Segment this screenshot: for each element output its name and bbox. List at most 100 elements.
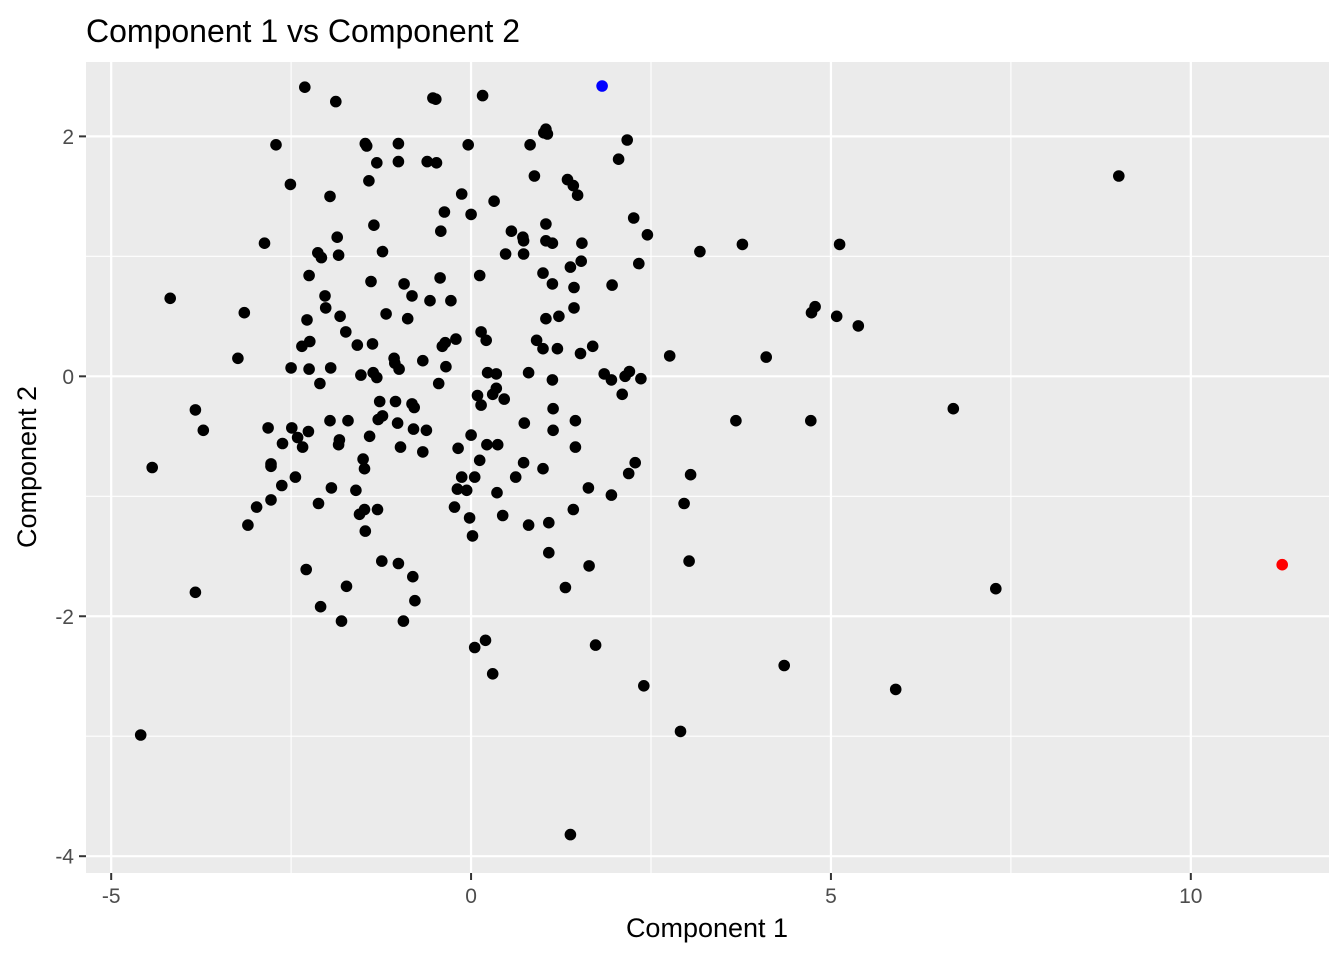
data-point — [569, 414, 582, 427]
data-point — [331, 231, 344, 243]
data-point — [564, 261, 577, 273]
data-point — [481, 438, 493, 451]
data-point — [517, 456, 530, 469]
data-point — [393, 363, 405, 375]
data-point — [270, 139, 282, 151]
data-point — [491, 486, 503, 499]
x-tick-label: -5 — [102, 885, 121, 908]
data-point-highlight-red — [1276, 558, 1288, 571]
data-point — [417, 354, 429, 367]
y-tick-label: -4 — [55, 846, 74, 869]
data-point — [540, 312, 552, 325]
data-point — [468, 641, 481, 654]
data-point — [406, 290, 418, 302]
data-point — [391, 417, 404, 429]
data-point — [450, 333, 462, 345]
data-point — [376, 245, 389, 258]
data-point — [417, 446, 429, 458]
data-point — [333, 434, 346, 446]
data-point — [498, 393, 511, 405]
data-point — [582, 482, 595, 494]
data-point — [684, 468, 697, 481]
data-point — [250, 501, 263, 513]
data-point — [694, 245, 706, 258]
data-point — [408, 401, 421, 414]
data-point — [491, 438, 504, 451]
data-point — [473, 454, 486, 467]
data-point — [407, 423, 420, 435]
data-point — [376, 555, 388, 567]
data-point — [365, 275, 377, 288]
data-point — [460, 484, 473, 497]
data-point — [805, 414, 817, 427]
data-point — [300, 563, 313, 576]
data-point — [314, 377, 326, 390]
data-point — [265, 458, 277, 470]
data-point — [330, 95, 342, 108]
data-point — [517, 235, 530, 247]
data-point — [289, 471, 302, 483]
data-point — [366, 338, 379, 350]
x-tick-label: 0 — [465, 885, 477, 908]
data-point — [302, 425, 315, 438]
data-point — [276, 479, 288, 492]
data-point — [586, 340, 599, 353]
data-point — [358, 462, 371, 475]
data-point — [509, 471, 522, 483]
data-point — [479, 634, 492, 647]
data-point — [394, 441, 407, 453]
data-point — [990, 582, 1002, 595]
chart-title: Component 1 vs Component 2 — [86, 13, 520, 49]
x-tick-label: 5 — [825, 885, 837, 908]
data-point — [340, 580, 353, 593]
data-point — [546, 278, 559, 290]
data-point — [564, 828, 577, 841]
y-tick-label: 0 — [62, 366, 74, 389]
data-point — [368, 219, 380, 231]
data-point — [488, 195, 500, 207]
data-point — [524, 139, 536, 151]
data-point — [324, 362, 337, 374]
data-point — [134, 729, 147, 741]
data-point — [465, 208, 477, 221]
data-point — [543, 516, 555, 529]
data-point — [574, 347, 587, 360]
data-point — [286, 422, 298, 434]
data-point — [335, 615, 348, 627]
data-point — [319, 302, 332, 314]
data-point — [324, 414, 336, 427]
data-point — [635, 372, 647, 385]
data-point — [197, 424, 210, 437]
data-point — [537, 462, 549, 475]
data-point — [303, 363, 315, 375]
data-point — [324, 190, 336, 203]
data-point — [490, 368, 503, 380]
data-point — [476, 89, 489, 102]
data-point — [380, 308, 392, 320]
data-point — [371, 157, 383, 169]
data-point — [736, 238, 749, 251]
data-point — [499, 248, 512, 260]
data-point — [314, 600, 327, 613]
data-point — [304, 335, 316, 348]
data-point — [189, 586, 202, 599]
data-point — [401, 312, 414, 325]
data-point — [439, 336, 452, 349]
data-point — [571, 189, 584, 201]
x-axis-title: Component 1 — [626, 913, 788, 943]
data-point — [540, 218, 552, 230]
x-axis: -5 0 5 10 — [102, 873, 1202, 908]
data-point — [392, 137, 405, 150]
data-point — [627, 212, 640, 224]
data-point — [319, 290, 331, 302]
data-point — [576, 237, 588, 249]
data-point — [463, 512, 476, 524]
data-point — [342, 414, 354, 427]
data-point — [612, 153, 625, 165]
data-point — [621, 134, 633, 146]
data-point — [641, 229, 654, 241]
data-point — [605, 374, 618, 386]
data-point — [543, 546, 555, 559]
data-point — [340, 326, 352, 338]
data-point — [530, 334, 543, 347]
